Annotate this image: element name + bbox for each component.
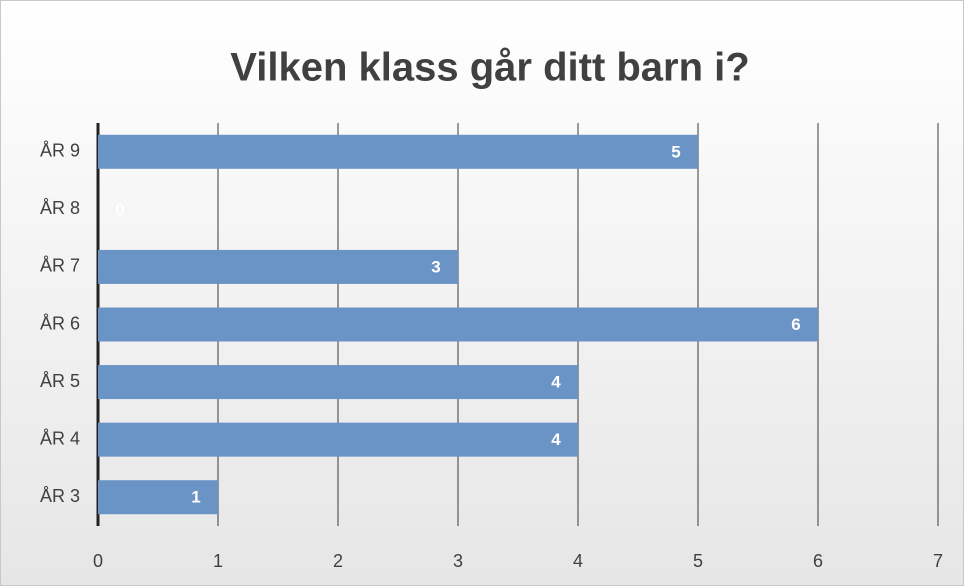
data-label: 4 — [551, 373, 561, 392]
y-tick-label: ÅR 8 — [40, 198, 80, 218]
x-tick-label: 4 — [573, 551, 583, 571]
x-tick-label: 7 — [933, 551, 943, 571]
x-tick-label: 0 — [93, 551, 103, 571]
y-tick-label: ÅR 7 — [40, 256, 80, 276]
x-tick-label: 5 — [693, 551, 703, 571]
data-label: 5 — [671, 142, 680, 161]
bar — [98, 365, 578, 400]
data-label: 0 — [115, 200, 124, 219]
y-tick-label: ÅR 3 — [40, 486, 80, 506]
bar — [98, 307, 818, 342]
bar — [98, 480, 218, 515]
data-label: 4 — [551, 430, 561, 449]
bar — [98, 249, 458, 284]
x-tick-label: 1 — [213, 551, 223, 571]
data-label: 6 — [791, 315, 800, 334]
x-tick-label: 6 — [813, 551, 823, 571]
y-tick-label: ÅR 9 — [40, 141, 80, 161]
y-tick-label: ÅR 4 — [40, 428, 80, 448]
bar — [98, 422, 578, 457]
data-label: 3 — [431, 257, 440, 276]
data-label: 1 — [191, 488, 200, 507]
y-tick-label: ÅR 5 — [40, 371, 80, 391]
y-tick-label: ÅR 6 — [40, 313, 80, 333]
chart-title: Vilken klass går ditt barn i? — [230, 46, 749, 90]
bar — [98, 134, 698, 169]
x-tick-label: 2 — [333, 551, 343, 571]
x-tick-label: 3 — [453, 551, 463, 571]
